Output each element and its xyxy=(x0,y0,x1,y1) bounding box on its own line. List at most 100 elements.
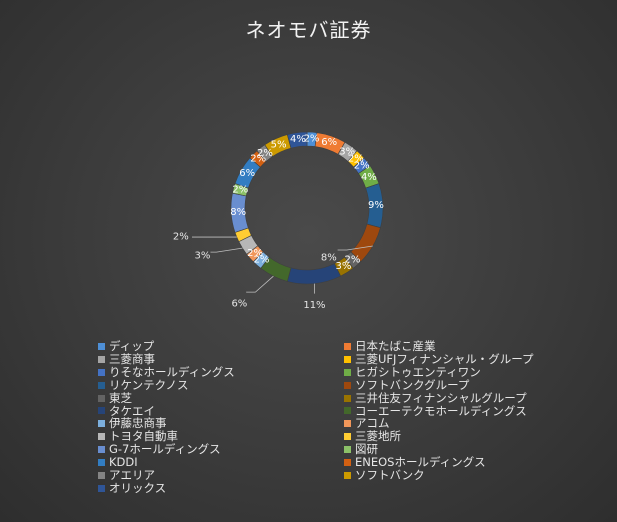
legend-item: 三井住友フィナンシャルグループ xyxy=(344,392,538,405)
data-label-0: 2% xyxy=(304,134,320,145)
leader-line-7 xyxy=(337,245,373,251)
legend-swatch xyxy=(344,355,351,363)
legend-label: 三菱UFJフィナンシャル・グループ xyxy=(355,352,534,366)
legend-item: ディップ xyxy=(98,340,344,353)
legend-label: ソフトバンク xyxy=(355,469,425,482)
data-label-1: 6% xyxy=(321,137,337,148)
legend-swatch xyxy=(344,472,351,480)
legend-item: オリックス xyxy=(98,482,344,495)
legend: ディップ 日本たばこ産業三菱商事 三菱UFJフィナンシャル・グループりそなホールディ… xyxy=(98,340,538,495)
slice-22 xyxy=(286,131,308,149)
legend-item: 三菱商事 xyxy=(98,353,344,366)
data-label-7: 8% xyxy=(321,253,337,264)
data-label-21: 5% xyxy=(271,140,287,151)
legend-label: アエリア xyxy=(109,469,155,482)
data-label-16: 8% xyxy=(230,207,246,218)
legend-label: コーエーテクモホールディングス xyxy=(355,404,527,418)
legend-item: コーエーテクモホールディングス xyxy=(344,405,538,418)
legend-label: 三井住友フィナンシャルグループ xyxy=(355,391,527,405)
legend-item: 東芝 xyxy=(98,392,344,405)
legend-swatch xyxy=(98,355,105,363)
legend-swatch xyxy=(98,433,105,441)
legend-item: タケエイ xyxy=(98,405,344,418)
legend-label: 日本たばこ産業 xyxy=(355,340,436,353)
data-label-11: 6% xyxy=(231,299,247,310)
data-label-22: 4% xyxy=(290,134,306,145)
data-labels: 2% 6%3%2%2%4%9%8% 2%3%11%6%2%2%3%2%8%2%6%2… xyxy=(173,134,384,311)
leader-line-14 xyxy=(210,247,243,253)
legend-item: アコム xyxy=(344,417,538,430)
data-label-9: 3% xyxy=(335,261,351,272)
data-label-5: 4% xyxy=(361,172,377,183)
legend-swatch xyxy=(98,394,105,402)
legend-item: りそなホールディングス xyxy=(98,366,344,379)
legend-swatch xyxy=(98,459,105,467)
chart-title: ネオモバ証券 xyxy=(245,18,372,42)
legend-swatch xyxy=(344,459,351,467)
data-label-6: 9% xyxy=(368,200,384,211)
data-label-20: 2% xyxy=(257,148,273,159)
legend-label: 三菱商事 xyxy=(109,352,155,366)
legend-label: 伊藤忠商事 xyxy=(109,417,167,431)
legend-swatch xyxy=(98,484,105,492)
legend-swatch xyxy=(98,420,105,428)
legend-label: ENEOSホールディングス xyxy=(355,456,486,470)
legend-label: G-7ホールディングス xyxy=(109,443,221,457)
data-label-13: 2% xyxy=(247,248,263,259)
legend-item: ENEOSホールディングス xyxy=(344,456,538,469)
legend-item: 伊藤忠商事 xyxy=(98,417,344,430)
data-label-2: 3% xyxy=(339,146,355,157)
legend-swatch xyxy=(98,368,105,376)
data-label-14: 3% xyxy=(195,251,211,262)
legend-item: KDDI xyxy=(98,456,344,469)
data-label-4: 2% xyxy=(354,160,370,171)
legend-label: 図研 xyxy=(355,443,378,457)
legend-label: 三菱地所 xyxy=(355,430,401,444)
legend-label: リケンテクノス xyxy=(109,378,189,392)
legend-swatch xyxy=(344,381,351,389)
legend-label: りそなホールディングス xyxy=(109,365,235,379)
legend-item: ソフトバンク xyxy=(344,469,538,482)
legend-label: ディップ xyxy=(109,340,155,353)
legend-swatch xyxy=(344,420,351,428)
legend-item: トヨタ自動車 xyxy=(98,430,344,443)
legend-swatch xyxy=(344,394,351,402)
legend-swatch xyxy=(344,446,351,454)
slice-10 xyxy=(286,263,342,285)
legend-item: リケンテクノス xyxy=(98,379,344,392)
legend-label: KDDI xyxy=(109,456,138,470)
legend-label: トヨタ自動車 xyxy=(109,430,178,444)
legend-item: ソフトバンクグループ xyxy=(344,379,538,392)
data-label-17: 2% xyxy=(232,185,248,196)
data-label-15: 2% xyxy=(173,232,189,243)
donut-slices xyxy=(230,131,384,285)
data-label-12: 2% xyxy=(254,254,270,265)
legend-swatch xyxy=(344,342,351,350)
legend-label: アコム xyxy=(355,417,390,431)
legend-item: ヒガシトゥエンティワン xyxy=(344,366,538,379)
legend-label: オリックス xyxy=(109,481,167,495)
legend-label: 東芝 xyxy=(109,391,132,405)
legend-swatch xyxy=(344,433,351,441)
data-label-3: 2% xyxy=(348,154,364,165)
legend-item: 図研 xyxy=(344,443,538,456)
legend-item: 三菱UFJフィナンシャル・グループ xyxy=(344,353,538,366)
legend-swatch xyxy=(98,407,105,415)
data-label-19: 2% xyxy=(250,154,266,165)
legend-item: 三菱地所 xyxy=(344,430,538,443)
leader-lines xyxy=(191,236,373,294)
legend-label: ヒガシトゥエンティワン xyxy=(355,365,481,379)
legend-label: タケエイ xyxy=(109,404,155,418)
legend-item: アエリア xyxy=(98,469,344,482)
legend-item: 日本たばこ産業 xyxy=(344,340,538,353)
data-label-18: 6% xyxy=(239,168,255,179)
data-label-8: 2% xyxy=(345,254,361,265)
legend-item: G-7ホールディングス xyxy=(98,443,344,456)
data-label-10: 11% xyxy=(303,300,325,311)
legend-swatch xyxy=(98,381,105,389)
legend-swatch xyxy=(98,472,105,480)
leader-line-11 xyxy=(246,275,274,293)
legend-swatch xyxy=(344,407,351,415)
legend-label: ソフトバンクグループ xyxy=(355,378,470,392)
